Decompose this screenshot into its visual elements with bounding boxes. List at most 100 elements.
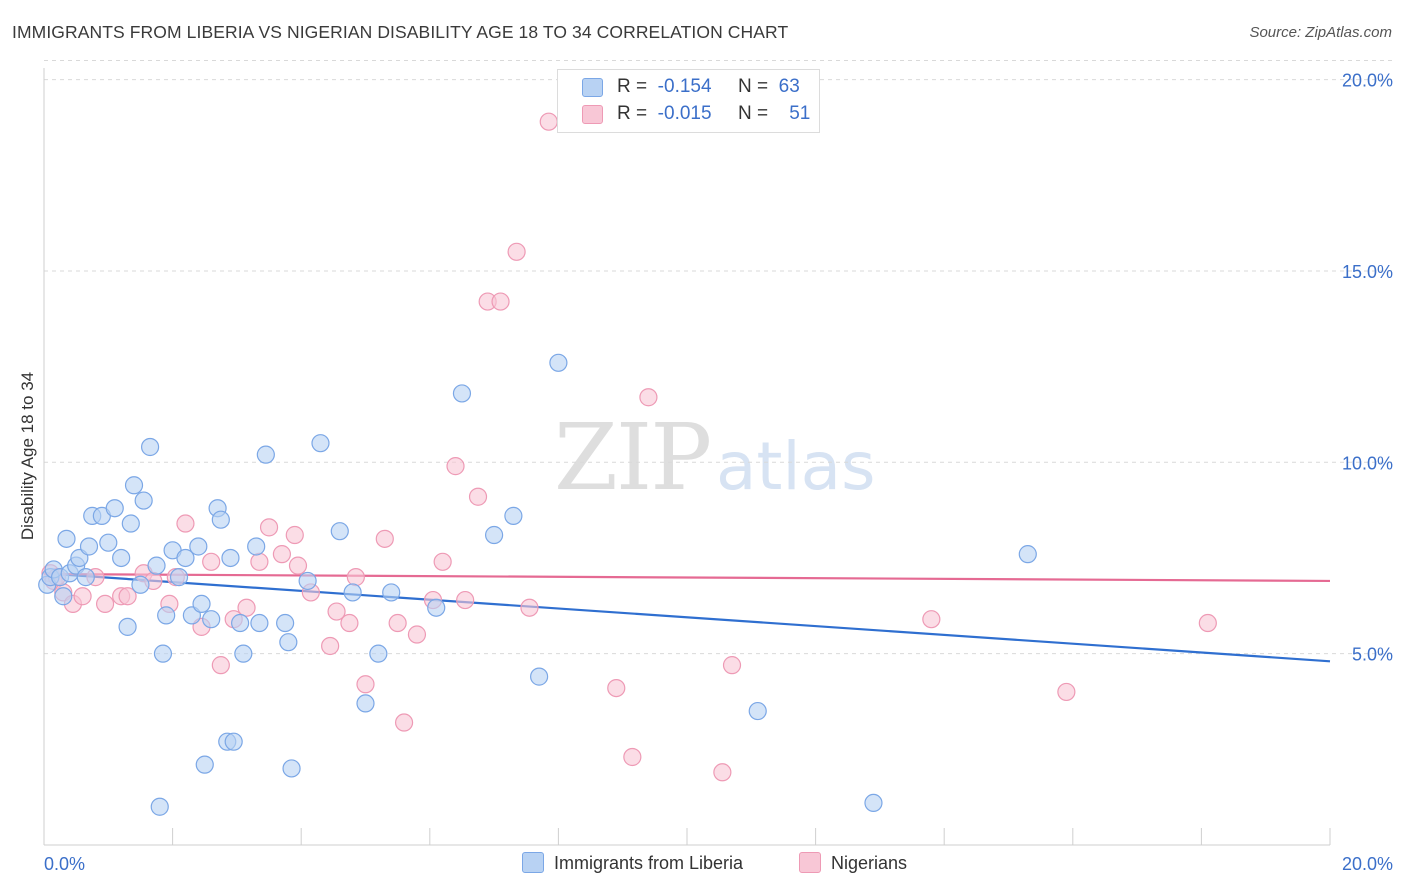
trend-lines [43, 572, 1331, 663]
data-point-blue [234, 644, 253, 663]
data-point-blue [99, 533, 118, 552]
data-point-blue [124, 476, 144, 495]
data-point-blue [311, 434, 330, 453]
data-point-blue [192, 594, 211, 613]
trend-line-blue [43, 572, 1331, 663]
data-point-pink [95, 594, 115, 613]
data-point-pink [539, 112, 558, 131]
data-point-pink [1057, 682, 1076, 702]
data-point-blue [485, 525, 504, 545]
data-point-blue [369, 644, 388, 663]
data-point-pink [388, 613, 407, 633]
data-point-blue [211, 510, 230, 529]
data-point-pink [176, 514, 195, 533]
data-point-blue [131, 575, 150, 594]
data-point-blue [748, 701, 767, 721]
tick-labels: 5.0% 10.0% 15.0% 20.0% 0.0% 20.0% Disability A… [18, 71, 1393, 874]
legend-r-label: R = [617, 76, 648, 97]
data-point-pink [468, 487, 488, 506]
y-tick-label: 20.0% [1342, 71, 1393, 91]
data-point-blue [279, 633, 298, 652]
data-point-pink [1198, 613, 1217, 633]
bottom-legend-swatch-blue [522, 852, 544, 873]
legend-n-value-nigerians: 51 [789, 103, 811, 124]
bottom-legend-nigerians[interactable]: Nigerians [799, 852, 907, 874]
data-point-blue [221, 548, 240, 568]
data-point-pink [340, 613, 359, 633]
data-point-blue [231, 613, 250, 633]
legend-n-label: N = [737, 76, 769, 97]
data-point-blue [140, 437, 160, 457]
data-point-blue [530, 667, 549, 686]
data-point-blue [256, 445, 275, 464]
data-point-pink [394, 713, 414, 732]
data-point-blue [54, 587, 73, 606]
bottom-legend-swatch-pink [799, 852, 821, 873]
data-point-pink [211, 656, 230, 675]
x-tick-label-min: 0.0% [44, 854, 85, 874]
axes [43, 68, 1331, 846]
legend-r-value-nigerians: -0.015 [657, 103, 712, 124]
stats-legend: R = -0.154 N = 63 R = -0.015 N = 51 [557, 69, 820, 133]
bottom-legend-label-nigerians: Nigerians [831, 853, 908, 873]
data-point-blue [343, 583, 362, 602]
data-point-blue [504, 506, 523, 525]
watermark-atlas: atlas [716, 428, 876, 505]
data-point-blue [452, 384, 472, 403]
source-label: Source: ZipAtlas.com [1249, 24, 1392, 41]
data-point-pink [722, 656, 742, 675]
data-point-blue [112, 548, 131, 568]
legend-swatch-blue [582, 78, 603, 97]
y-tick-label: 10.0% [1342, 453, 1393, 473]
data-point-blue [105, 499, 124, 518]
data-point-pink [922, 610, 941, 629]
data-point-blue [298, 571, 317, 591]
x-tick-label-max: 20.0% [1342, 854, 1393, 874]
data-points [38, 112, 1217, 816]
data-point-blue [189, 537, 208, 556]
data-point-blue [276, 613, 295, 633]
data-point-pink [250, 552, 269, 571]
legend-r-value-liberia: -0.154 [657, 76, 712, 97]
y-tick-label: 5.0% [1352, 645, 1393, 665]
watermark-zip: ZIP [554, 404, 712, 511]
data-point-blue [176, 548, 195, 568]
bottom-legend-liberia[interactable]: Immigrants from Liberia [522, 852, 743, 874]
data-point-blue [1018, 545, 1037, 564]
data-point-pink [407, 625, 427, 644]
data-point-pink [321, 636, 340, 656]
data-point-pink [288, 556, 308, 575]
data-point-blue [356, 694, 375, 713]
data-point-pink [607, 678, 626, 698]
data-point-pink [272, 545, 292, 564]
data-point-pink [346, 568, 365, 587]
data-point-blue [57, 529, 76, 548]
legend-swatch-pink [582, 105, 603, 124]
data-point-pink [639, 388, 658, 407]
data-point-blue [202, 610, 221, 629]
data-point-blue [864, 793, 883, 813]
data-point-blue [427, 598, 446, 617]
data-point-blue [282, 759, 301, 778]
data-point-blue [121, 514, 140, 533]
data-point-blue [169, 568, 189, 587]
data-point-blue [224, 732, 243, 751]
data-point-pink [356, 675, 375, 694]
trend-line-pink [43, 572, 1331, 583]
bottom-legend-label-liberia: Immigrants from Liberia [554, 853, 744, 873]
data-point-blue [157, 606, 176, 625]
data-point-pink [446, 457, 465, 476]
data-point-pink [520, 598, 539, 617]
data-point-pink [327, 602, 346, 621]
data-point-pink [623, 747, 642, 767]
data-point-pink [375, 529, 394, 548]
data-point-pink [237, 598, 256, 617]
data-point-blue [134, 491, 153, 510]
data-point-blue [195, 755, 214, 774]
data-point-blue [79, 537, 99, 556]
data-point-pink [118, 587, 137, 606]
data-point-pink [285, 525, 304, 545]
data-point-blue [330, 522, 349, 541]
data-point-blue [382, 583, 401, 602]
